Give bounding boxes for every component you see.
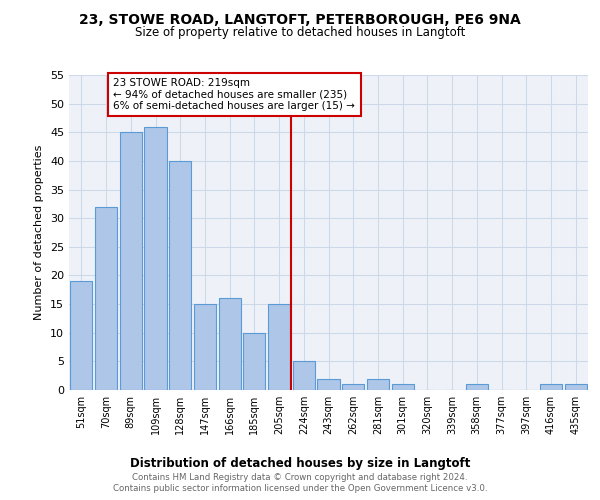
Bar [342,384,364,390]
Bar [243,332,265,390]
Text: 23 STOWE ROAD: 219sqm
← 94% of detached houses are smaller (235)
6% of semi-deta: 23 STOWE ROAD: 219sqm ← 94% of detached … [113,78,355,111]
Bar [466,384,488,390]
Bar [145,126,167,390]
Bar [119,132,142,390]
Text: 23, STOWE ROAD, LANGTOFT, PETERBOROUGH, PE6 9NA: 23, STOWE ROAD, LANGTOFT, PETERBOROUGH, … [79,12,521,26]
Text: Size of property relative to detached houses in Langtoft: Size of property relative to detached ho… [135,26,465,39]
Bar [317,378,340,390]
Bar [169,161,191,390]
Bar [70,281,92,390]
Y-axis label: Number of detached properties: Number of detached properties [34,145,44,320]
Bar [218,298,241,390]
Bar [194,304,216,390]
Text: Contains public sector information licensed under the Open Government Licence v3: Contains public sector information licen… [113,484,487,493]
Bar [367,378,389,390]
Text: Contains HM Land Registry data © Crown copyright and database right 2024.: Contains HM Land Registry data © Crown c… [132,472,468,482]
Bar [540,384,562,390]
Bar [565,384,587,390]
Bar [95,206,117,390]
Bar [293,362,315,390]
Text: Distribution of detached houses by size in Langtoft: Distribution of detached houses by size … [130,458,470,470]
Bar [392,384,414,390]
Bar [268,304,290,390]
